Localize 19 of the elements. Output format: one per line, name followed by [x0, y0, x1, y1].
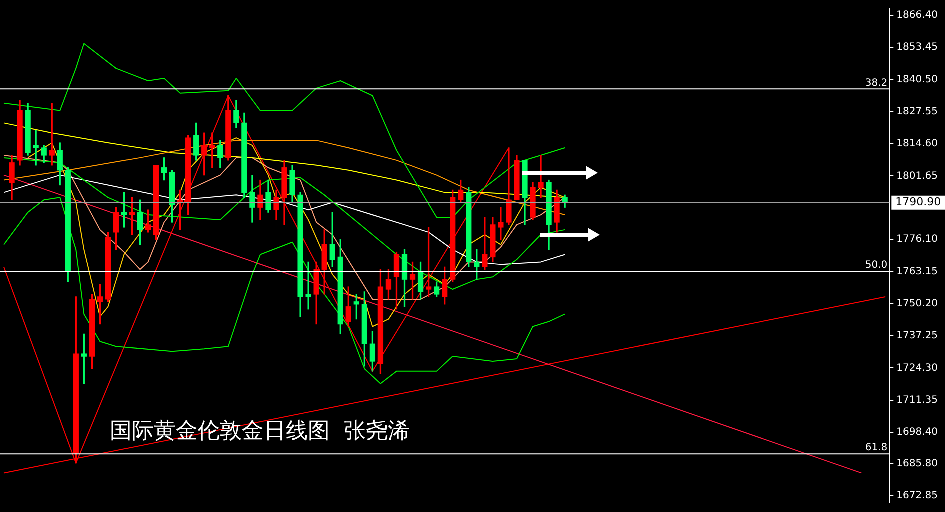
annotation: 38.2: [865, 78, 888, 89]
y-tick-label: 1672.85: [896, 490, 938, 502]
y-tick-label: 1827.55: [896, 106, 938, 118]
y-tick-label: 1853.45: [896, 42, 938, 54]
annotation: 50.0: [865, 260, 888, 272]
y-tick-label: 1724.30: [896, 362, 938, 374]
y-tick-label: 1814.60: [896, 138, 938, 150]
y-tick-label: 1763.15: [896, 266, 938, 278]
annotation: 61.8: [865, 442, 888, 454]
y-tick-label: 1776.10: [896, 234, 938, 246]
y-tick-label: 1840.50: [896, 74, 938, 86]
y-tick-label: 1866.40: [896, 10, 938, 22]
ref-line-label: 1790.90: [896, 196, 942, 209]
y-tick-label: 1750.20: [896, 298, 938, 310]
y-tick-label: 1711.35: [896, 394, 938, 406]
y-tick-label: 1737.25: [896, 330, 938, 342]
y-tick-label: 1685.80: [896, 458, 938, 470]
y-tick-label: 1801.65: [896, 170, 938, 182]
y-tick-label: 1698.40: [896, 427, 938, 438]
